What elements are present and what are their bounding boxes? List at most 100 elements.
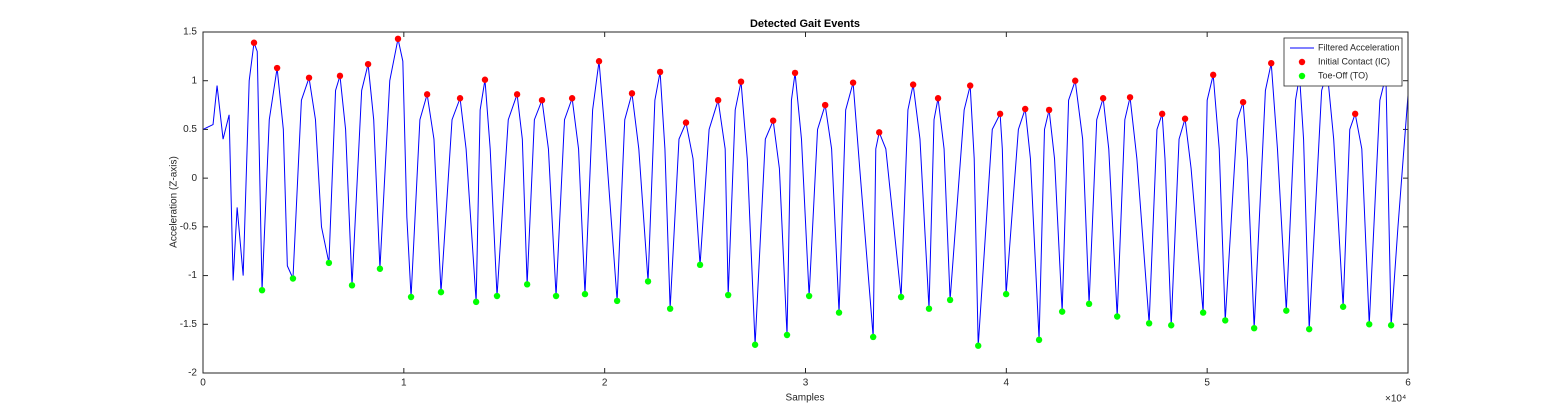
data-point <box>552 292 560 300</box>
x-tick-label: 1 <box>401 378 407 389</box>
legend-swatch <box>1298 72 1306 80</box>
data-point <box>925 305 933 312</box>
data-point <box>325 259 333 267</box>
y-tick-label: 0.5 <box>183 124 197 135</box>
data-point <box>394 35 402 43</box>
data-point <box>407 293 415 301</box>
x-tick-label: 6 <box>1405 378 1411 389</box>
data-point <box>628 90 636 97</box>
data-point <box>1113 313 1121 320</box>
data-point <box>897 293 905 301</box>
data-point <box>1250 324 1258 332</box>
data-point <box>934 95 942 102</box>
y-tick-label: 1 <box>191 75 197 86</box>
data-point <box>1145 320 1153 327</box>
data-point <box>1002 290 1010 298</box>
data-point <box>1351 110 1359 118</box>
data-point <box>783 331 791 339</box>
data-point <box>791 69 799 77</box>
data-point <box>821 101 829 109</box>
data-point <box>1268 59 1275 67</box>
data-point <box>595 58 603 65</box>
x-tick-label: 3 <box>803 378 809 389</box>
data-point <box>1283 307 1290 314</box>
data-point <box>1045 106 1053 114</box>
data-point <box>1085 300 1093 308</box>
data-point <box>876 129 883 136</box>
data-point <box>805 292 813 300</box>
x-exponent: ×10⁴ <box>1385 394 1406 405</box>
data-point <box>1058 308 1066 315</box>
data-point <box>1035 336 1043 344</box>
data-point <box>769 117 777 124</box>
data-point <box>364 60 372 68</box>
data-point <box>714 97 722 104</box>
data-point <box>1222 317 1229 324</box>
data-point <box>835 309 843 316</box>
data-point <box>273 64 281 72</box>
y-tick-label: -1.5 <box>180 319 198 330</box>
data-point <box>1209 71 1217 79</box>
x-axis-label: Samples <box>786 393 825 404</box>
data-point <box>613 297 621 305</box>
data-point <box>1022 105 1029 113</box>
legend-swatch <box>1298 58 1306 66</box>
data-point <box>996 110 1004 118</box>
legend-label: Initial Contact (IC) <box>1318 56 1390 66</box>
data-point <box>1199 309 1207 316</box>
data-point <box>909 81 917 88</box>
x-tick-label: 5 <box>1204 378 1210 389</box>
data-point <box>437 288 445 296</box>
data-point <box>1158 110 1166 118</box>
data-point <box>1168 322 1175 329</box>
data-point <box>666 305 674 312</box>
data-point <box>975 342 982 349</box>
y-tick-label: -2 <box>188 368 197 379</box>
data-point <box>724 291 732 299</box>
data-point <box>305 74 313 81</box>
y-tick-label: -1 <box>188 270 197 281</box>
data-point <box>1339 303 1347 310</box>
data-point <box>376 265 384 272</box>
legend-label: Toe-Off (TO) <box>1318 70 1368 80</box>
data-line <box>202 38 1409 346</box>
y-tick-label: 1.5 <box>183 27 197 38</box>
chart-title: Detected Gait Events <box>750 18 860 30</box>
data-point <box>696 261 704 269</box>
data-point <box>336 72 344 80</box>
data-point <box>423 91 431 98</box>
data-point <box>1305 325 1313 333</box>
data-point <box>1099 95 1107 102</box>
data-point <box>751 341 759 348</box>
x-tick-label: 4 <box>1004 378 1010 389</box>
data-point <box>258 286 266 294</box>
y-tick-label: -0.5 <box>180 221 198 232</box>
data-point <box>1366 321 1373 328</box>
data-point <box>250 39 258 46</box>
data-point <box>1387 322 1395 329</box>
data-point <box>581 290 589 298</box>
data-point <box>1126 94 1134 101</box>
data-point <box>1239 98 1247 106</box>
x-tick-label: 2 <box>602 378 608 389</box>
data-point <box>472 298 480 306</box>
axes-box <box>202 31 1409 374</box>
data-point <box>538 97 546 104</box>
data-point <box>737 78 745 85</box>
data-point <box>966 82 974 89</box>
data-point <box>493 292 501 300</box>
legend-label: Filtered Acceleration <box>1318 42 1400 52</box>
data-point <box>1072 77 1079 84</box>
data-point <box>481 76 489 83</box>
data-point <box>1181 115 1189 122</box>
data-point <box>656 68 664 76</box>
x-tick-label: 0 <box>200 378 206 389</box>
data-point <box>289 275 297 282</box>
y-axis-label: Acceleration (Z-axis) <box>169 156 180 248</box>
data-point <box>456 95 464 102</box>
data-point <box>348 282 356 289</box>
data-point <box>869 333 877 341</box>
data-point <box>513 91 521 98</box>
data-point <box>523 281 531 288</box>
